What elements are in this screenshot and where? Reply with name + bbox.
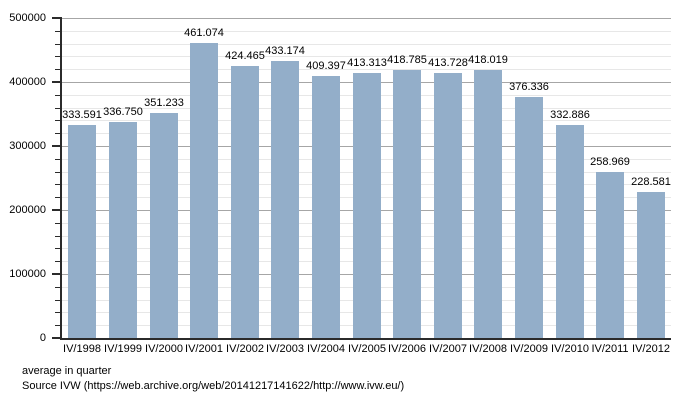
x-axis-label: IV/2000 [145,343,183,355]
bar [271,61,299,338]
bar [68,125,96,338]
bar-value-label: 461.074 [184,27,224,39]
bar-value-label: 424.465 [225,50,265,62]
x-axis-label: IV/2010 [551,343,589,355]
chart-footer: average in quarter Source IVW (https://w… [22,364,404,394]
y-axis-line [60,17,62,340]
y-axis-tick [55,287,60,288]
y-axis-tick [52,81,60,83]
x-axis-label: IV/2008 [469,343,507,355]
x-axis-label: IV/2009 [510,343,548,355]
y-axis-tick [55,56,60,57]
y-axis-tick [52,337,60,339]
x-axis-label: IV/2003 [266,343,304,355]
y-axis-tick [55,69,60,70]
bar-value-label: 413.728 [428,57,468,69]
y-axis-tick-label: 0 [39,332,46,344]
bar [515,97,543,338]
y-axis-tick [52,209,60,211]
bar [637,192,665,338]
y-axis-tick [55,300,60,301]
bar [109,122,137,338]
gridline-minor [62,69,671,70]
bar [393,70,421,338]
y-axis-tick-label: 300000 [9,140,46,152]
x-axis-label: IV/2011 [591,343,629,355]
footer-source: Source IVW (https://web.archive.org/web/… [22,380,405,392]
y-axis-tick [55,44,60,45]
x-axis-label: IV/2001 [185,343,223,355]
bar-value-label: 409.397 [306,60,346,72]
gridline-minor [62,56,671,57]
y-axis-tick [52,273,60,275]
y-axis-tick [55,312,60,313]
y-axis-tick [52,145,60,147]
x-axis-label: IV/2004 [307,343,345,355]
bar [434,73,462,338]
bar [353,73,381,338]
y-axis-tick [55,261,60,262]
y-axis-tick-label: 200000 [9,204,46,216]
y-axis-tick [55,159,60,160]
x-axis-label: IV/2007 [429,343,467,355]
y-axis-tick [55,120,60,121]
bar [312,76,340,338]
gridline-minor [62,31,671,32]
bar [474,70,502,338]
bar-value-label: 258.969 [590,156,630,168]
x-axis-label: IV/2005 [348,343,386,355]
x-axis-line [60,338,671,340]
y-axis-tick [55,172,60,173]
x-axis-label: IV/2002 [226,343,264,355]
gridline-major [62,18,671,19]
bar [150,113,178,338]
bar-value-label: 433.174 [265,45,305,57]
bar-value-label: 336.750 [103,106,143,118]
y-axis-tick [55,95,60,96]
x-axis-label: IV/1999 [104,343,142,355]
y-axis-tick [55,133,60,134]
bar [190,43,218,338]
y-axis-tick [55,108,60,109]
y-axis-tick [55,197,60,198]
y-axis-tick [55,248,60,249]
y-axis-tick [55,236,60,237]
y-axis-tick [55,325,60,326]
bar [556,125,584,338]
bar-value-label: 418.019 [468,54,508,66]
bar [596,172,624,338]
bar-value-label: 228.581 [631,176,671,188]
y-axis-tick-label: 500000 [9,12,46,24]
footer-note: average in quarter [22,365,112,377]
bar [231,66,259,338]
y-axis-tick-label: 100000 [9,268,46,280]
y-axis-tick-label: 400000 [9,76,46,88]
x-axis-label: IV/1998 [63,343,101,355]
bar-value-label: 333.591 [62,109,102,121]
bar-value-label: 418.785 [387,54,427,66]
plot-area: 0 100000 200000 300000 400000 500000 333.591 IV… [9,12,671,355]
y-axis-tick [55,223,60,224]
bar-value-label: 376.336 [509,81,549,93]
x-axis-label: IV/2006 [388,343,426,355]
x-axis-label: IV/2012 [632,343,670,355]
bar-value-label: 332.886 [550,109,590,121]
gridline-minor [62,44,671,45]
bar-value-label: 351.233 [144,97,184,109]
y-axis-tick [55,31,60,32]
y-axis-tick [55,184,60,185]
bar-value-label: 413.313 [347,57,387,69]
y-axis-tick [52,17,60,19]
